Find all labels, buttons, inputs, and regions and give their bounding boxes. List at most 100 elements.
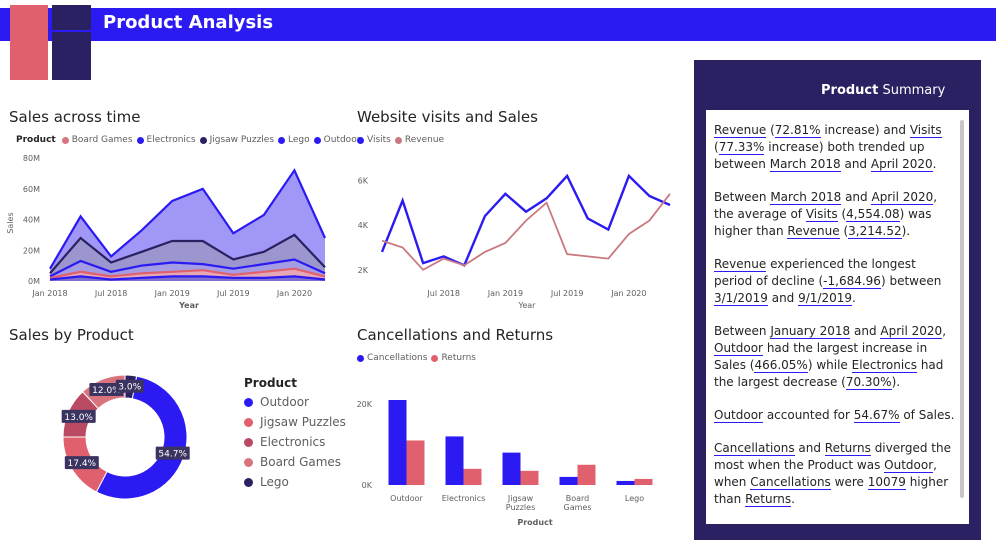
bar-cancellations	[502, 452, 521, 485]
visits-title: Website visits and Sales	[357, 108, 538, 126]
legend-item-outdoor[interactable]: Outdoor	[313, 135, 360, 145]
electronics-dot-icon	[136, 136, 144, 144]
y-tick-label: 20K	[357, 400, 373, 409]
y-tick-label: 40M	[23, 216, 40, 225]
revenue-dot-icon	[394, 136, 402, 144]
sales-time-chart[interactable]: Sales 80M 60M 40M 20M 0M Jan 2018 Jul 2018 Jan…	[0, 148, 340, 313]
legend-item-jigsaw-puzzles[interactable]: Jigsaw Puzzles	[199, 135, 274, 145]
x-tick-label: Jan 2020	[276, 289, 312, 298]
x-tick-label: Jan 2019	[487, 289, 523, 298]
header-banner	[0, 8, 996, 41]
legend-item-board-games[interactable]: Board Games	[61, 135, 133, 145]
sales-product-legend-title: Product	[244, 376, 297, 390]
x-tick-label: Outdoor	[390, 494, 423, 503]
line-board-games	[49, 267, 326, 279]
pie-legend-board-games[interactable]: Board Games	[244, 455, 346, 469]
x-tick-label: Games	[564, 503, 592, 512]
pie-legend-lego[interactable]: Lego	[244, 475, 346, 489]
y-tick-label: 80M	[23, 154, 40, 163]
x-tick-label: Board	[566, 494, 590, 503]
bar-cancellations	[445, 436, 464, 485]
pie-legend-outdoor[interactable]: Outdoor	[244, 395, 346, 409]
summary-paragraph: Between March 2018 and April 2020, the a…	[714, 190, 938, 239]
line-revenue	[381, 193, 671, 271]
summary-scrollbar[interactable]	[960, 120, 964, 498]
logo-navy-block-top	[52, 5, 91, 30]
legend-item-lego[interactable]: Lego	[278, 135, 310, 145]
page-title: Product Analysis	[103, 12, 274, 33]
y-tick-label: 20M	[23, 246, 40, 255]
summary-paragraph: Cancellations and Returns diverged the m…	[714, 441, 951, 507]
donut-label-bg	[155, 446, 190, 460]
x-tick-label: Jul 2018	[94, 289, 128, 298]
line-outdoor	[49, 168, 327, 270]
sales-product-donut[interactable]: 54.7% 17.4% 13.0% 12.0%3.0%	[40, 350, 250, 520]
x-tick-label: Jigsaw	[507, 494, 534, 503]
logo-navy-block	[52, 32, 91, 80]
legend-item-electronics[interactable]: Electronics	[136, 135, 196, 145]
bar-cancellations	[616, 480, 635, 485]
donut-label-bg	[89, 383, 124, 397]
bar-cancellations	[388, 400, 407, 485]
x-tick-label: Lego	[625, 494, 644, 503]
summary-paragraph: Between January 2018 and April 2020, Out…	[714, 324, 947, 390]
visits-xlabel: Year	[518, 301, 537, 310]
x-tick-label: Jul 2019	[216, 289, 250, 298]
cancellations-xlabel: Product	[517, 518, 552, 527]
electronics-dot-icon	[244, 437, 253, 447]
bar-cancellations	[559, 476, 578, 485]
line-jigsaw-puzzles	[49, 233, 326, 275]
pie-legend-electronics[interactable]: Electronics	[244, 435, 346, 449]
legend-item-returns[interactable]: Returns	[431, 353, 476, 363]
x-tick-label: Jan 2020	[610, 289, 646, 298]
outdoor-dot-icon	[244, 397, 253, 407]
bar-returns	[577, 464, 596, 485]
bar-returns	[463, 468, 482, 485]
line-visits	[380, 173, 671, 267]
x-tick-label: Jul 2018	[426, 289, 460, 298]
sales-time-ylabel: Sales	[6, 212, 15, 233]
line-lego	[49, 275, 326, 281]
y-tick-label: 0M	[28, 277, 40, 286]
returns-dot-icon	[431, 354, 439, 362]
donut-data-label: 3.0%	[118, 383, 141, 393]
lego-dot-icon	[278, 136, 286, 144]
x-tick-label: Jan 2018	[31, 289, 67, 298]
summary-paragraph: Revenue experienced the longest period o…	[714, 257, 942, 306]
bar-returns	[406, 440, 425, 485]
pie-legend-jigsaw[interactable]: Jigsaw Puzzles	[244, 415, 346, 429]
donut-slice-outdoor	[95, 375, 188, 500]
sales-time-title: Sales across time	[9, 108, 141, 126]
sales-product-legend: Product Outdoor Jigsaw Puzzles Electroni…	[244, 376, 346, 495]
line-electronics	[49, 258, 326, 278]
visits-dot-icon	[357, 136, 364, 144]
bar-returns	[634, 478, 653, 485]
donut-data-label: 12.0%	[92, 386, 121, 396]
y-tick-label: 6K	[358, 176, 369, 185]
logo-pink-block	[10, 5, 48, 80]
x-tick-label: Jan 2019	[154, 289, 190, 298]
legend-item-cancellations[interactable]: Cancellations	[357, 353, 427, 363]
summary-title: Product Summary	[821, 83, 946, 98]
summary-text-box[interactable]: Revenue (72.81% increase) and Visits (77…	[706, 110, 969, 524]
summary-text: Revenue (72.81% increase) and Visits (77…	[706, 110, 969, 508]
visits-legend: Visits Revenue	[357, 135, 444, 145]
sales-time-legend: Product Board Games Electronics Jigsaw P…	[16, 135, 360, 145]
board-games-dot-icon	[61, 136, 69, 144]
lego-dot-icon	[244, 477, 253, 487]
sales-time-legend-label: Product	[16, 135, 56, 145]
x-tick-label: Jul 2019	[550, 289, 584, 298]
y-tick-label: 0K	[362, 481, 373, 490]
cancellations-dot-icon	[357, 354, 364, 362]
x-tick-label: Electronics	[442, 494, 486, 503]
donut-data-label: 13.0%	[64, 413, 93, 423]
y-tick-label: 4K	[358, 221, 369, 230]
donut-label-bg	[61, 409, 96, 423]
legend-item-visits[interactable]: Visits	[357, 135, 391, 145]
jigsaw-dot-icon	[199, 136, 207, 144]
legend-item-revenue[interactable]: Revenue	[394, 135, 444, 145]
jigsaw-dot-icon	[244, 417, 253, 427]
outdoor-dot-icon	[313, 136, 321, 144]
